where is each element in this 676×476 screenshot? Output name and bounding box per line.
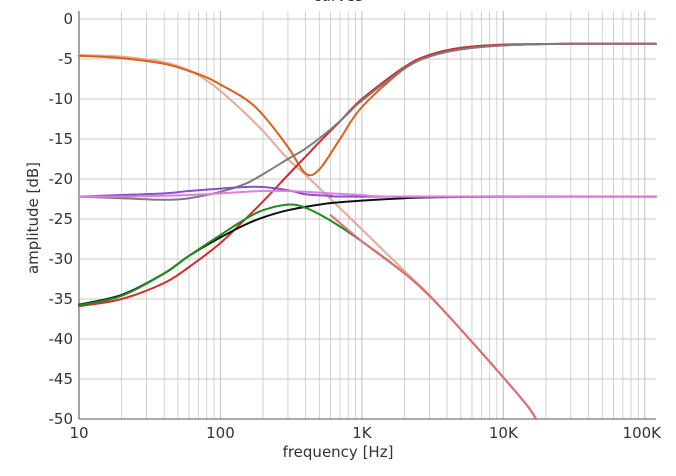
series-line-7 <box>78 185 657 198</box>
series-line-6 <box>78 203 537 420</box>
x-tick-label: 100K <box>623 424 663 442</box>
x-tick-label: 100 <box>206 424 235 442</box>
series-line-8 <box>78 189 657 198</box>
x-tick-label: 1K <box>352 424 373 442</box>
x-tick-label: 10K <box>489 424 519 442</box>
y-axis-label: amplitude [dB] <box>24 162 42 274</box>
axes <box>78 11 656 420</box>
series-lines <box>78 42 657 420</box>
x-axis-label: frequency [Hz] <box>283 443 394 461</box>
y-tick-label: -30 <box>49 250 74 268</box>
series-line-5 <box>78 195 657 306</box>
chart-title: curves <box>313 0 363 5</box>
series-line-4 <box>78 42 657 201</box>
y-tick-label: -10 <box>49 90 74 108</box>
series-line-2 <box>78 42 657 177</box>
y-tick-label: -25 <box>49 210 74 228</box>
series-line-9 <box>329 214 537 420</box>
y-tick-label: -45 <box>49 370 74 388</box>
series-line-1 <box>78 54 537 420</box>
y-tick-label: -15 <box>49 130 74 148</box>
y-tick-label: -40 <box>49 330 74 348</box>
y-tick-label: 0 <box>63 10 73 28</box>
grid <box>78 11 656 420</box>
y-tick-label: -20 <box>49 170 74 188</box>
series-line-3 <box>78 42 657 308</box>
y-tick-label: -5 <box>58 50 73 68</box>
y-tick-label: -35 <box>49 290 74 308</box>
x-tick-label: 10 <box>69 424 88 442</box>
y-tick-label: -50 <box>49 410 74 428</box>
